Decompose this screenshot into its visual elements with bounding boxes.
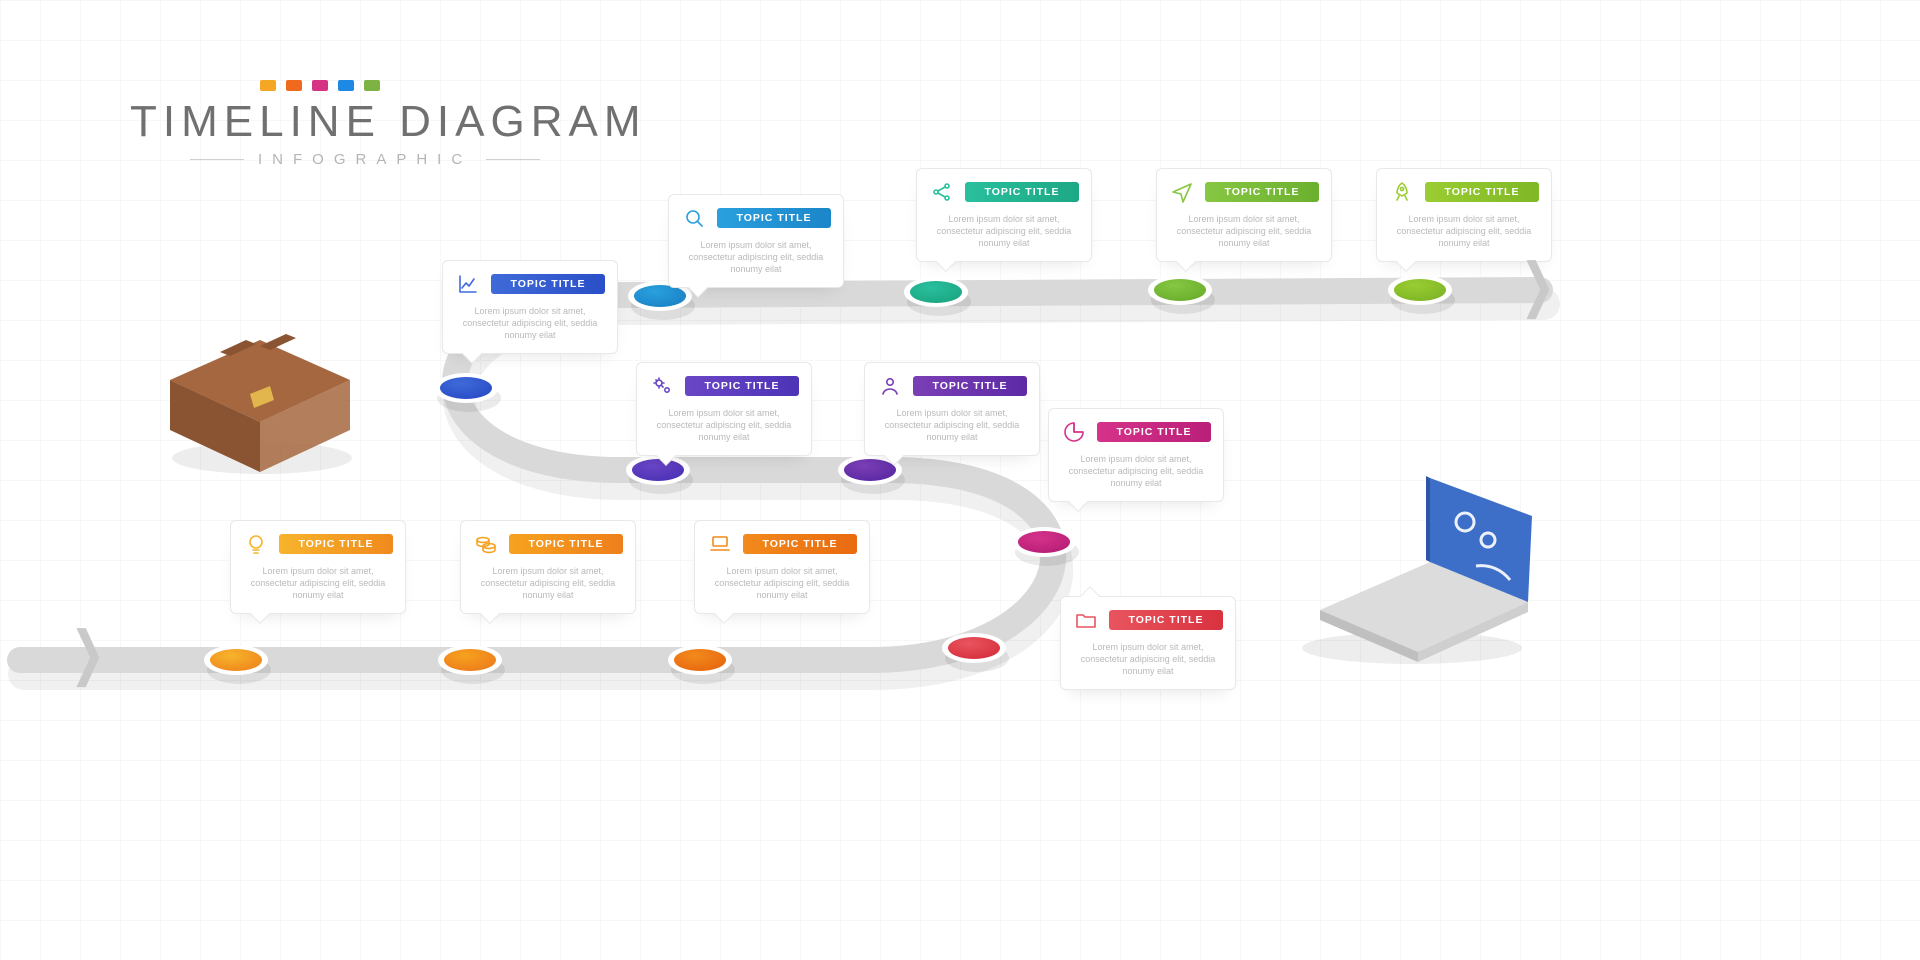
- topic-card-5: TOPIC TITLE Lorem ipsum dolor sit amet, …: [1048, 408, 1224, 502]
- topic-badge: TOPIC TITLE: [491, 274, 605, 294]
- laptop-icon: [707, 531, 733, 557]
- topic-badge: TOPIC TITLE: [1205, 182, 1319, 202]
- plane-icon: [1169, 179, 1195, 205]
- topic-card-7: TOPIC TITLE Lorem ipsum dolor sit amet, …: [636, 362, 812, 456]
- topic-card-9: TOPIC TITLE Lorem ipsum dolor sit amet, …: [668, 194, 844, 288]
- chart-icon: [455, 271, 481, 297]
- search-icon: [681, 205, 707, 231]
- person-icon: [877, 373, 903, 399]
- topic-body: Lorem ipsum dolor sit amet, consectetur …: [1061, 453, 1211, 489]
- topic-card-8: TOPIC TITLE Lorem ipsum dolor sit amet, …: [442, 260, 618, 354]
- folder-icon: [1073, 607, 1099, 633]
- gears-icon: [649, 373, 675, 399]
- topic-body: Lorem ipsum dolor sit amet, consectetur …: [929, 213, 1079, 249]
- timeline-node-1: [204, 645, 271, 684]
- topic-badge: TOPIC TITLE: [913, 376, 1027, 396]
- topic-badge: TOPIC TITLE: [717, 208, 831, 228]
- timeline-node-7: [626, 455, 693, 494]
- topic-badge: TOPIC TITLE: [509, 534, 623, 554]
- timeline-node-11: [1148, 275, 1215, 314]
- timeline-node-8: [434, 373, 501, 412]
- topic-body: Lorem ipsum dolor sit amet, consectetur …: [473, 565, 623, 601]
- share-icon: [929, 179, 955, 205]
- topic-body: Lorem ipsum dolor sit amet, consectetur …: [243, 565, 393, 601]
- timeline-node-5: [1012, 527, 1079, 566]
- laptop-illustration: [1280, 470, 1540, 670]
- topic-card-2: TOPIC TITLE Lorem ipsum dolor sit amet, …: [460, 520, 636, 614]
- timeline-node-4: [942, 633, 1009, 672]
- topic-body: Lorem ipsum dolor sit amet, consectetur …: [1169, 213, 1319, 249]
- topic-body: Lorem ipsum dolor sit amet, consectetur …: [1073, 641, 1223, 677]
- timeline-node-12: [1388, 275, 1455, 314]
- topic-badge: TOPIC TITLE: [279, 534, 393, 554]
- pie-icon: [1061, 419, 1087, 445]
- end-arrow-icon: ❯: [1520, 250, 1555, 319]
- coins-icon: [473, 531, 499, 557]
- topic-card-1: TOPIC TITLE Lorem ipsum dolor sit amet, …: [230, 520, 406, 614]
- topic-card-11: TOPIC TITLE Lorem ipsum dolor sit amet, …: [1156, 168, 1332, 262]
- topic-body: Lorem ipsum dolor sit amet, consectetur …: [707, 565, 857, 601]
- briefcase-illustration: [150, 290, 370, 480]
- timeline-node-10: [904, 277, 971, 316]
- topic-badge: TOPIC TITLE: [743, 534, 857, 554]
- topic-body: Lorem ipsum dolor sit amet, consectetur …: [877, 407, 1027, 443]
- topic-card-6: TOPIC TITLE Lorem ipsum dolor sit amet, …: [864, 362, 1040, 456]
- topic-body: Lorem ipsum dolor sit amet, consectetur …: [455, 305, 605, 341]
- topic-badge: TOPIC TITLE: [1425, 182, 1539, 202]
- topic-body: Lorem ipsum dolor sit amet, consectetur …: [1389, 213, 1539, 249]
- topic-badge: TOPIC TITLE: [965, 182, 1079, 202]
- timeline-stage: [0, 0, 1920, 960]
- topic-badge: TOPIC TITLE: [1097, 422, 1211, 442]
- topic-badge: TOPIC TITLE: [1109, 610, 1223, 630]
- topic-card-4: TOPIC TITLE Lorem ipsum dolor sit amet, …: [1060, 596, 1236, 690]
- topic-badge: TOPIC TITLE: [685, 376, 799, 396]
- start-arrow-icon: ❯: [70, 618, 105, 687]
- topic-card-3: TOPIC TITLE Lorem ipsum dolor sit amet, …: [694, 520, 870, 614]
- topic-card-10: TOPIC TITLE Lorem ipsum dolor sit amet, …: [916, 168, 1092, 262]
- timeline-node-2: [438, 645, 505, 684]
- topic-body: Lorem ipsum dolor sit amet, consectetur …: [649, 407, 799, 443]
- timeline-node-3: [668, 645, 735, 684]
- bulb-icon: [243, 531, 269, 557]
- topic-card-12: TOPIC TITLE Lorem ipsum dolor sit amet, …: [1376, 168, 1552, 262]
- rocket-icon: [1389, 179, 1415, 205]
- topic-body: Lorem ipsum dolor sit amet, consectetur …: [681, 239, 831, 275]
